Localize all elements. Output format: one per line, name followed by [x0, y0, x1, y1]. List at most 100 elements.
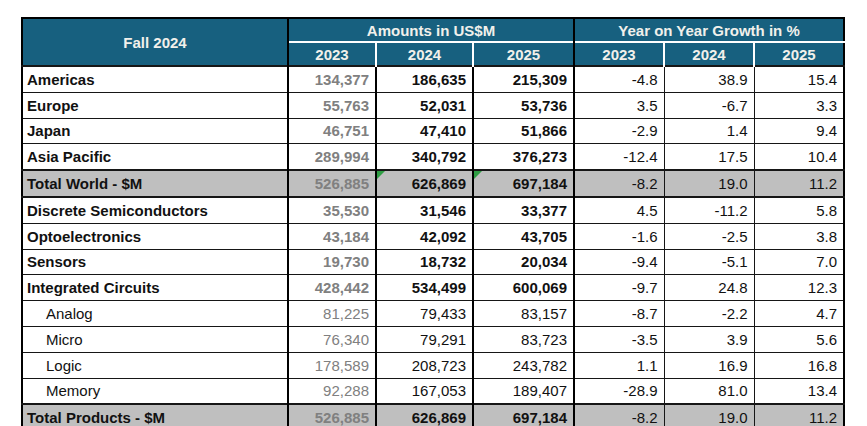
table-row: Japan 46,751 47,410 51,866 -2.9 1.4 9.4: [22, 118, 844, 144]
growth-cell: -3.5: [574, 326, 664, 352]
growth-cell: -5.1: [664, 249, 754, 275]
row-label: Asia Pacific: [22, 144, 288, 170]
growth-cell: -2.2: [664, 301, 754, 327]
amount-cell: 376,273: [473, 144, 574, 170]
growth-cell: -9.4: [574, 249, 664, 275]
year-header: 2024: [376, 42, 473, 66]
growth-cell: 5.6: [754, 326, 844, 352]
row-label: Analog: [22, 301, 288, 327]
growth-cell: 1.4: [664, 118, 754, 144]
amount-cell: 526,885: [288, 404, 376, 426]
table-row: Logic 178,589 208,723 243,782 1.1 16.9 1…: [22, 352, 844, 378]
amount-cell: 92,288: [288, 378, 376, 404]
growth-cell: -8.2: [574, 170, 664, 197]
growth-cell: -4.8: [574, 66, 664, 92]
semiconductor-forecast-table: Fall 2024 Amounts in US$M Year on Year G…: [21, 17, 845, 426]
growth-cell: 3.8: [754, 223, 844, 249]
table-row: Optoelectronics 43,184 42,092 43,705 -1.…: [22, 223, 844, 249]
amount-cell: 46,751: [288, 118, 376, 144]
row-label: Total Products - $M: [22, 404, 288, 426]
row-label: Sensors: [22, 249, 288, 275]
growth-cell: 13.4: [754, 378, 844, 404]
table-row: Discrete Semiconductors 35,530 31,546 33…: [22, 197, 844, 223]
amount-cell: 215,309: [473, 66, 574, 92]
amount-cell: 697,184: [473, 404, 574, 426]
growth-cell: 3.9: [664, 326, 754, 352]
amount-cell: 19,730: [288, 249, 376, 275]
growth-cell: 10.4: [754, 144, 844, 170]
growth-cell: -2.9: [574, 118, 664, 144]
table-row-total-products: Total Products - $M 526,885 626,869 697,…: [22, 404, 844, 426]
amount-cell: 178,589: [288, 352, 376, 378]
amount-cell: 289,994: [288, 144, 376, 170]
growth-cell: -9.7: [574, 275, 664, 301]
amount-cell: 76,340: [288, 326, 376, 352]
amount-cell: 31,546: [376, 197, 473, 223]
growth-cell: 11.2: [754, 404, 844, 426]
amount-cell: 53,736: [473, 92, 574, 118]
growth-cell: 5.8: [754, 197, 844, 223]
amount-cell: 79,433: [376, 301, 473, 327]
amount-cell: 18,732: [376, 249, 473, 275]
amount-cell: 626,869: [376, 170, 473, 197]
amount-cell: 697,184: [473, 170, 574, 197]
row-label: Integrated Circuits: [22, 275, 288, 301]
amount-cell: 526,885: [288, 170, 376, 197]
error-flag-icon: [474, 171, 482, 179]
year-header: 2023: [288, 42, 376, 66]
amount-cell: 43,184: [288, 223, 376, 249]
error-flag-icon: [377, 171, 385, 179]
growth-cell: 4.5: [574, 197, 664, 223]
year-header: 2023: [574, 42, 664, 66]
table-row-total-world: Total World - $M 526,885 626,869 697,184…: [22, 170, 844, 197]
table-row: Americas 134,377 186,635 215,309 -4.8 38…: [22, 66, 844, 92]
growth-cell: 17.5: [664, 144, 754, 170]
group-header-amounts: Amounts in US$M: [288, 18, 574, 42]
year-header: 2025: [473, 42, 574, 66]
table-title: Fall 2024: [22, 18, 288, 66]
amount-cell: 340,792: [376, 144, 473, 170]
amount-cell: 35,530: [288, 197, 376, 223]
amount-cell: 43,705: [473, 223, 574, 249]
amount-cell: 134,377: [288, 66, 376, 92]
growth-cell: 11.2: [754, 170, 844, 197]
table-row: Sensors 19,730 18,732 20,034 -9.4 -5.1 7…: [22, 249, 844, 275]
growth-cell: 1.1: [574, 352, 664, 378]
growth-cell: 16.8: [754, 352, 844, 378]
table-row: Asia Pacific 289,994 340,792 376,273 -12…: [22, 144, 844, 170]
growth-cell: 15.4: [754, 66, 844, 92]
amount-cell: 81,225: [288, 301, 376, 327]
amount-cell: 52,031: [376, 92, 473, 118]
table-header: Fall 2024 Amounts in US$M Year on Year G…: [22, 18, 844, 66]
growth-cell: -12.4: [574, 144, 664, 170]
amount-cell: 51,866: [473, 118, 574, 144]
growth-cell: -8.7: [574, 301, 664, 327]
row-label: Micro: [22, 326, 288, 352]
amount-cell: 33,377: [473, 197, 574, 223]
row-label: Europe: [22, 92, 288, 118]
row-label: Japan: [22, 118, 288, 144]
amount-cell: 55,763: [288, 92, 376, 118]
amount-cell: 47,410: [376, 118, 473, 144]
amount-cell: 42,092: [376, 223, 473, 249]
growth-cell: 16.9: [664, 352, 754, 378]
row-label: Total World - $M: [22, 170, 288, 197]
amount-cell: 83,723: [473, 326, 574, 352]
growth-cell: 4.7: [754, 301, 844, 327]
growth-cell: 7.0: [754, 249, 844, 275]
amount-cell: 600,069: [473, 275, 574, 301]
amount-cell: 428,442: [288, 275, 376, 301]
year-header: 2025: [754, 42, 844, 66]
year-header: 2024: [664, 42, 754, 66]
amount-cell: 243,782: [473, 352, 574, 378]
growth-cell: 19.0: [664, 170, 754, 197]
table-row: Europe 55,763 52,031 53,736 3.5 -6.7 3.3: [22, 92, 844, 118]
growth-cell: 81.0: [664, 378, 754, 404]
row-label: Optoelectronics: [22, 223, 288, 249]
amount-cell: 626,869: [376, 404, 473, 426]
table-row: Memory 92,288 167,053 189,407 -28.9 81.0…: [22, 378, 844, 404]
growth-cell: -28.9: [574, 378, 664, 404]
amount-cell: 83,157: [473, 301, 574, 327]
growth-cell: 3.5: [574, 92, 664, 118]
row-label: Memory: [22, 378, 288, 404]
